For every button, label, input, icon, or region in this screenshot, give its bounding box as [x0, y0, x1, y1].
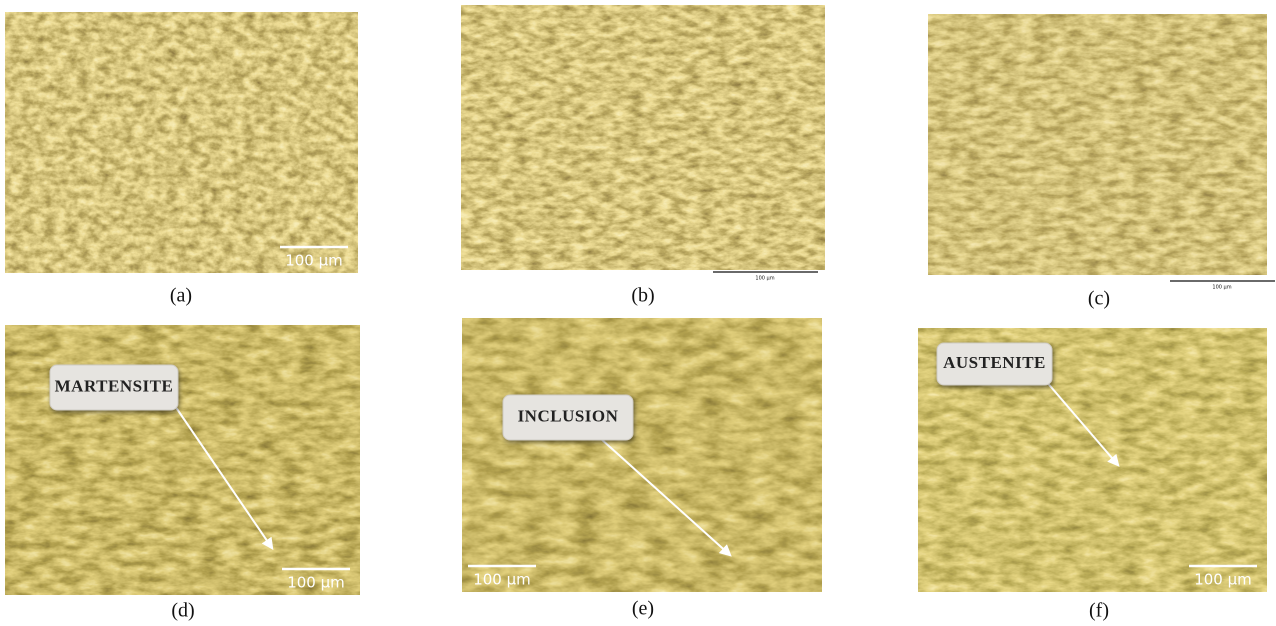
panel-caption: (b) — [631, 285, 654, 307]
figure: 100 µm (a) 100 µm (b) 100 µm (c) 100 µm (d) MART… — [0, 0, 1276, 626]
micrograph — [462, 318, 822, 592]
label-text: INCLUSION — [518, 406, 619, 425]
scale-bar-label: 100 µm — [1194, 571, 1252, 589]
label-text: AUSTENITE — [943, 353, 1046, 372]
label-text: MARTENSITE — [55, 376, 174, 395]
scale-bar-label: 100 µm — [285, 252, 343, 270]
scale-bar-label: 100 µm — [1212, 285, 1231, 291]
panel-caption: (f) — [1089, 600, 1109, 622]
micrograph — [928, 14, 1267, 275]
scale-bar-label: 100 µm — [287, 574, 345, 592]
scale-bar-label: 100 µm — [755, 276, 774, 282]
panel-caption: (c) — [1088, 288, 1110, 310]
panel-caption: (a) — [170, 285, 192, 307]
panel-caption: (d) — [171, 600, 194, 622]
scale-bar-label: 100 µm — [473, 571, 531, 589]
micrograph — [5, 12, 358, 273]
panel-caption: (e) — [632, 598, 654, 620]
micrograph — [461, 5, 825, 270]
